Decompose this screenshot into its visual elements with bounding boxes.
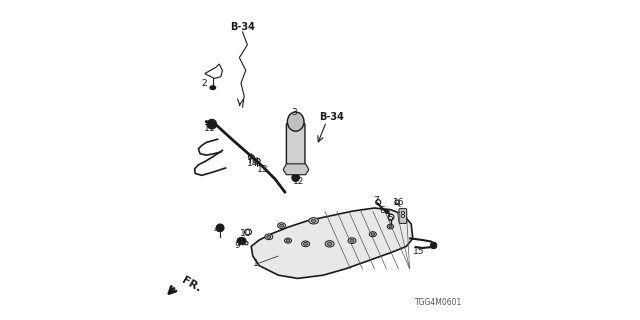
Text: 16: 16 (393, 198, 404, 207)
Text: 4: 4 (213, 225, 219, 234)
FancyBboxPatch shape (399, 209, 407, 223)
Text: 1: 1 (253, 260, 259, 268)
Text: 15: 15 (413, 247, 424, 256)
Ellipse shape (267, 236, 271, 238)
Text: 5: 5 (387, 214, 392, 223)
Text: 6: 6 (380, 206, 385, 215)
Text: 12: 12 (292, 177, 304, 186)
Ellipse shape (369, 232, 376, 237)
Ellipse shape (308, 218, 319, 224)
Ellipse shape (328, 242, 332, 245)
Ellipse shape (325, 241, 334, 247)
Ellipse shape (311, 219, 316, 222)
FancyBboxPatch shape (287, 123, 305, 165)
Text: 8: 8 (400, 211, 405, 220)
Text: 2: 2 (202, 79, 207, 88)
Text: 14: 14 (247, 159, 259, 168)
Ellipse shape (371, 233, 374, 236)
Ellipse shape (287, 112, 304, 131)
Ellipse shape (265, 234, 273, 240)
Ellipse shape (210, 86, 216, 90)
Ellipse shape (385, 211, 389, 213)
Circle shape (292, 174, 300, 181)
Text: 9: 9 (235, 241, 240, 250)
Ellipse shape (388, 225, 392, 228)
Circle shape (431, 242, 437, 249)
Ellipse shape (280, 224, 284, 227)
Ellipse shape (348, 238, 356, 244)
Text: FR.: FR. (180, 275, 203, 294)
Polygon shape (251, 208, 413, 278)
Ellipse shape (237, 237, 246, 244)
Ellipse shape (350, 239, 354, 242)
Text: 11: 11 (204, 124, 215, 133)
Circle shape (207, 119, 216, 129)
Circle shape (294, 176, 298, 180)
Ellipse shape (278, 223, 285, 228)
Text: B-34: B-34 (230, 22, 255, 32)
Text: 7: 7 (373, 196, 379, 204)
Text: 3: 3 (291, 108, 296, 116)
Polygon shape (283, 164, 309, 175)
Text: 10: 10 (240, 229, 252, 238)
Ellipse shape (303, 243, 308, 245)
Circle shape (216, 224, 224, 232)
Ellipse shape (285, 238, 292, 243)
Text: 13: 13 (257, 165, 268, 174)
Ellipse shape (387, 224, 394, 229)
Text: TGG4M0601: TGG4M0601 (415, 298, 462, 307)
Text: B-34: B-34 (319, 112, 344, 122)
Ellipse shape (286, 239, 290, 242)
Ellipse shape (301, 241, 310, 247)
